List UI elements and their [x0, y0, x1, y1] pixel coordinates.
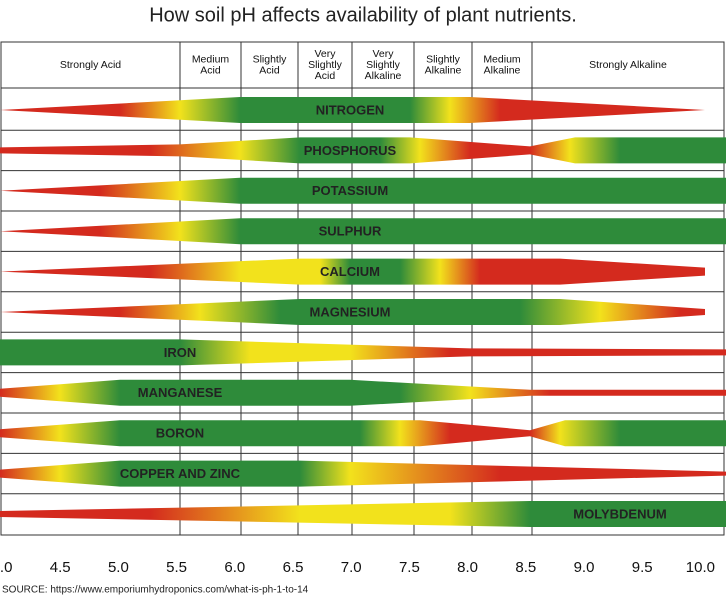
ph-tick-label: 5.5 — [166, 559, 187, 576]
ph-tick-label: 9.0 — [574, 559, 595, 576]
nutrient-label: CALCIUM — [320, 264, 380, 279]
column-label: Very Slightly Acid — [308, 48, 343, 82]
column-label-line: Acid — [200, 64, 221, 76]
column-label: Strongly Alkaline — [589, 59, 667, 71]
nutrient-label: POTASSIUM — [312, 183, 388, 198]
column-label-line: Medium — [192, 53, 230, 65]
nutrient-label: MOLYBDENUM — [573, 506, 666, 521]
nutrient-label: MANGANESE — [138, 385, 223, 400]
nutrient-band — [0, 299, 705, 325]
nutrient-label: PHOSPHORUS — [304, 143, 397, 158]
column-label: Medium Acid — [192, 53, 230, 76]
ph-tick-label: 7.5 — [399, 559, 420, 576]
source: SOURCE: https://www.emporiumhydroponics.… — [2, 585, 309, 596]
nutrient-band — [0, 501, 726, 527]
nutrient-band — [0, 420, 726, 447]
column-label-line: Slightly — [308, 59, 343, 71]
column-label-line: Medium — [483, 53, 521, 65]
ph-tick-label: 5.0 — [108, 559, 129, 576]
nutrient-label: IRON — [164, 345, 197, 360]
ph-tick-label: 9.5 — [632, 559, 653, 576]
ph-tick-label: 8.5 — [515, 559, 536, 576]
ph-tick-label: 6.0 — [224, 559, 245, 576]
nutrient-band — [0, 97, 705, 123]
nutrient-label: COPPER AND ZINC — [120, 466, 241, 481]
column-label-line: Strongly Alkaline — [589, 59, 667, 71]
column-label-line: Slightly — [426, 53, 461, 65]
column-label: Strongly Acid — [60, 59, 121, 71]
frame — [0, 41, 725, 536]
ph-tick-label: 4.5 — [50, 559, 71, 576]
nutrient-band — [0, 218, 726, 245]
column-label-line: Strongly Acid — [60, 59, 121, 71]
nutrient-band — [0, 177, 726, 204]
ph-tick-label: 4.0 — [0, 559, 12, 576]
column-label-line: Alkaline — [425, 64, 462, 76]
column-label-line: Slightly — [253, 53, 288, 65]
ph-tick-label: 6.5 — [283, 559, 304, 576]
column-label: Medium Alkaline — [483, 53, 521, 76]
column-label-line: Alkaline — [484, 64, 521, 76]
nutrient-band — [0, 460, 726, 487]
ph-tick-label: 10.0 — [686, 559, 715, 576]
column-label-line: Acid — [315, 70, 336, 82]
nutrient-band — [0, 258, 705, 285]
nutrient-label: MAGNESIUM — [310, 304, 391, 319]
ph-tick-label: 8.0 — [457, 559, 478, 576]
title: How soil pH affects availability of plan… — [149, 4, 577, 26]
nutrient-band — [0, 137, 726, 164]
nutrient-band — [0, 339, 726, 366]
nutrient-label: SULPHUR — [319, 224, 382, 239]
column-label-line: Very — [372, 48, 394, 60]
nutrient-label: BORON — [156, 426, 204, 441]
nutrient-label: NITROGEN — [316, 102, 385, 117]
column-label-line: Acid — [259, 64, 280, 76]
column-label: Very Slightly Alkaline — [365, 48, 402, 82]
column-label: Slightly Acid — [253, 53, 288, 76]
column-label-line: Very — [314, 48, 336, 60]
nutrient-band — [0, 379, 726, 406]
column-label: Slightly Alkaline — [425, 53, 462, 76]
column-label-line: Slightly — [366, 59, 401, 71]
ph-tick-label: 7.0 — [341, 559, 362, 576]
column-label-line: Alkaline — [365, 70, 402, 82]
